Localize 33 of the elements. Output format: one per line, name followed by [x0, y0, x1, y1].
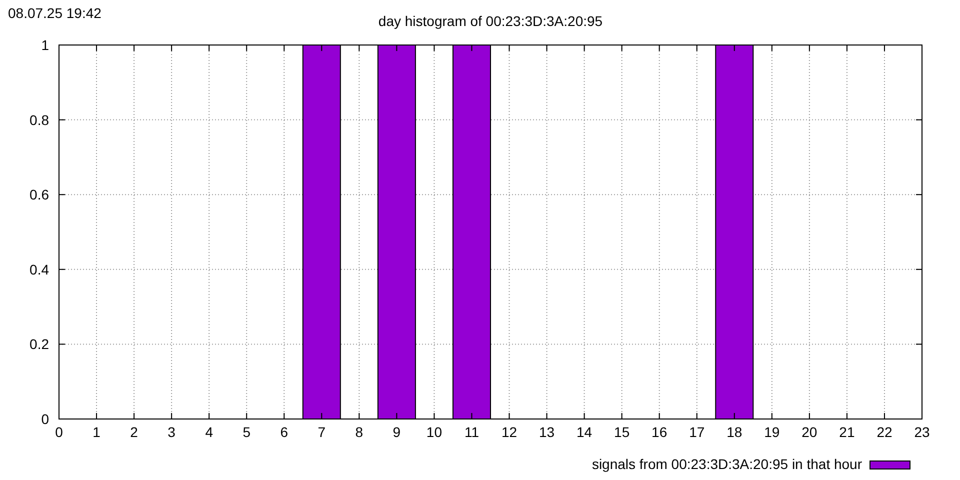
- x-tick-label: 14: [576, 424, 592, 440]
- text: 08.07.25 19:42: [8, 5, 102, 21]
- chart-title: day histogram of 00:23:3D:3A:20:95: [378, 13, 603, 29]
- y-tick-label: 1: [41, 37, 50, 53]
- y-tick-label: 0.2: [30, 336, 50, 352]
- x-tick-label: 8: [355, 424, 364, 440]
- x-tick-label: 17: [689, 424, 705, 440]
- legend-label: signals from 00:23:3D:3A:20:95 in that hour: [592, 456, 862, 472]
- x-tick-label: 10: [426, 424, 442, 440]
- x-tick-label: 6: [280, 424, 288, 440]
- x-tick-label: 23: [914, 424, 930, 440]
- x-tick-label: 20: [802, 424, 818, 440]
- x-tick-label: 19: [764, 424, 780, 440]
- x-tick-label: 15: [614, 424, 630, 440]
- x-tick-label: 21: [839, 424, 855, 440]
- y-tick-label: 0.8: [30, 112, 50, 128]
- x-tick-label: 16: [652, 424, 668, 440]
- x-tick-label: 18: [726, 424, 742, 440]
- x-tick-label: 13: [538, 424, 555, 440]
- y-tick-label: 0.6: [30, 186, 50, 203]
- x-tick-label: 22: [876, 424, 892, 440]
- x-tick-label: 2: [130, 424, 138, 440]
- x-tick-label: 7: [318, 424, 326, 440]
- y-tick-label: 0.4: [30, 261, 50, 278]
- x-tick-label: 5: [242, 424, 251, 440]
- x-tick-label: 1: [92, 424, 101, 440]
- x-tick-label: 0: [55, 424, 64, 440]
- x-tick-label: 3: [168, 424, 176, 440]
- x-tick-label: 11: [464, 424, 480, 440]
- y-tick-label: 0: [41, 411, 50, 427]
- x-tick-label: 12: [501, 424, 518, 440]
- x-tick-label: 9: [392, 424, 401, 440]
- x-tick-label: 4: [205, 424, 214, 440]
